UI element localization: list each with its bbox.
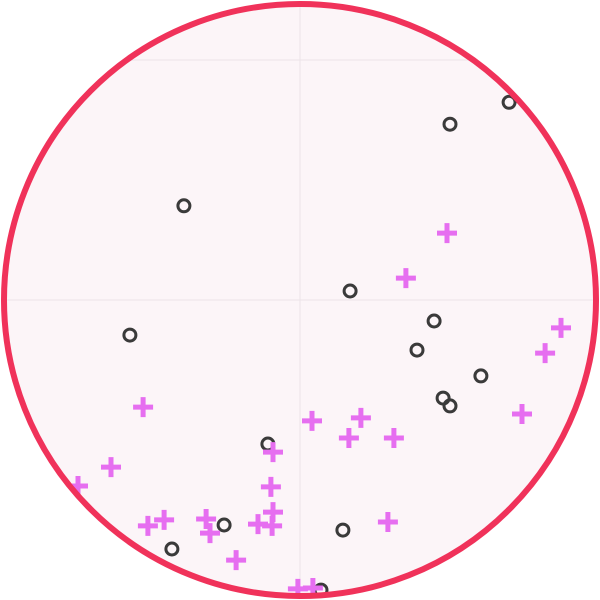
ring-icon: [176, 198, 192, 214]
plus-icon: [512, 404, 532, 424]
plus-icon: [260, 476, 281, 497]
ring-icon: [335, 522, 351, 538]
plus-icon: [226, 550, 247, 571]
ring-icon: [409, 342, 425, 358]
plus-icon: [395, 268, 416, 289]
ring-icon: [342, 283, 358, 299]
ring-icon: [122, 327, 138, 343]
ring-icon: [216, 517, 232, 533]
plus-icon: [196, 509, 217, 529]
plus-icon: [338, 428, 359, 448]
plus-icon: [154, 509, 175, 530]
plus-icon: [262, 515, 283, 536]
ring-icon: [164, 541, 180, 557]
plus-icon: [200, 523, 220, 544]
plus-icon: [574, 430, 595, 451]
plus-icon: [383, 428, 404, 448]
ring-icon: [473, 368, 489, 384]
plus-icon: [101, 457, 121, 478]
ring-icon: [426, 313, 442, 329]
plus-icon: [133, 397, 154, 418]
plus-icon: [302, 410, 322, 431]
plus-icon: [377, 512, 398, 532]
plus-icon: [551, 317, 571, 338]
plus-icon: [137, 515, 158, 536]
plus-icon: [535, 343, 556, 364]
plus-icon: [437, 223, 457, 244]
ring-icon: [442, 116, 458, 132]
ring-icon: [442, 398, 458, 414]
plus-icon: [350, 407, 371, 428]
ring-icon: [501, 94, 517, 110]
plus-icon: [70, 565, 91, 586]
plus-icon: [263, 442, 283, 463]
marker-layer: [68, 94, 595, 596]
